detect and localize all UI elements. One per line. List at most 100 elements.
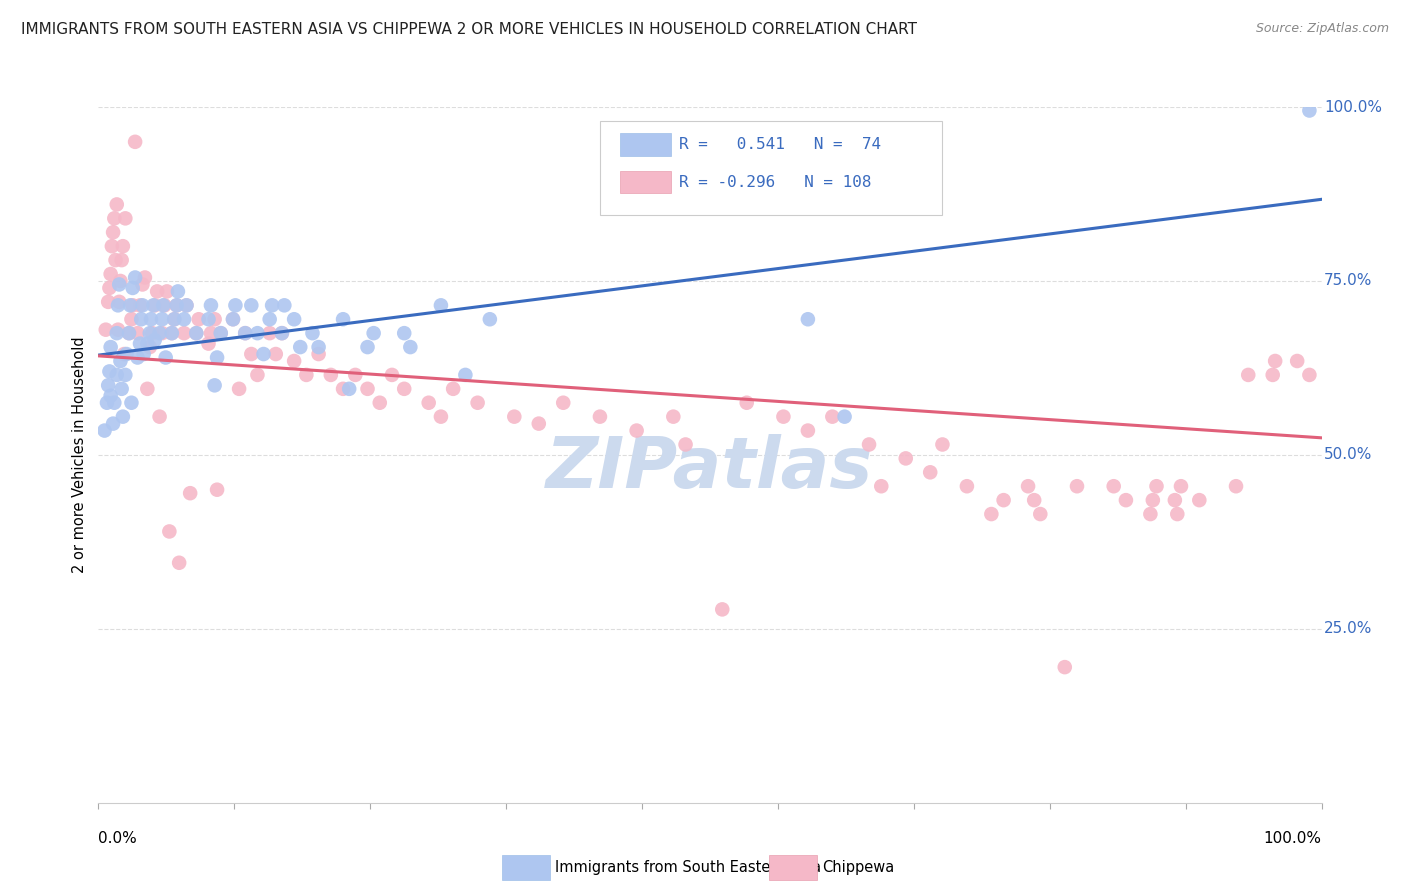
- FancyBboxPatch shape: [600, 121, 942, 215]
- Point: [156, 285, 179, 299]
- Point: [931, 437, 953, 451]
- Point: [93, 424, 115, 438]
- Point: [100, 389, 122, 403]
- Point: [1066, 479, 1088, 493]
- Point: [111, 253, 134, 268]
- FancyBboxPatch shape: [620, 134, 671, 156]
- Point: [107, 298, 129, 312]
- Point: [136, 382, 159, 396]
- Point: [152, 298, 174, 312]
- Point: [368, 396, 391, 410]
- Point: [120, 298, 142, 312]
- Point: [1024, 493, 1046, 508]
- Point: [233, 326, 256, 340]
- Point: [105, 368, 128, 382]
- Point: [956, 479, 979, 493]
- Point: [240, 298, 263, 312]
- Point: [1102, 479, 1125, 493]
- Point: [157, 524, 180, 539]
- Point: [139, 312, 162, 326]
- Point: [270, 326, 294, 340]
- Point: [308, 340, 330, 354]
- Point: [1188, 493, 1211, 508]
- Point: [430, 409, 453, 424]
- Point: [205, 483, 228, 497]
- Point: [124, 135, 146, 149]
- Point: [121, 281, 143, 295]
- Point: [132, 347, 155, 361]
- Point: [108, 277, 131, 292]
- Point: [173, 326, 195, 340]
- Point: [163, 312, 186, 326]
- Point: [1146, 479, 1168, 493]
- Point: [920, 466, 942, 480]
- Point: [332, 382, 354, 396]
- Point: [134, 270, 156, 285]
- Point: [283, 312, 305, 326]
- Point: [980, 507, 1002, 521]
- Point: [1053, 660, 1076, 674]
- Point: [118, 326, 141, 340]
- Point: [167, 556, 190, 570]
- Point: [197, 312, 219, 326]
- Point: [337, 382, 360, 396]
- Point: [381, 368, 404, 382]
- Point: [1298, 103, 1320, 118]
- Point: [108, 294, 131, 309]
- Point: [259, 312, 281, 326]
- Point: [131, 298, 153, 312]
- Point: [259, 326, 281, 340]
- Point: [129, 336, 152, 351]
- Point: [131, 277, 153, 292]
- Point: [222, 312, 245, 326]
- Point: [204, 378, 226, 392]
- Point: [143, 298, 166, 312]
- Point: [197, 336, 219, 351]
- Point: [124, 270, 146, 285]
- Point: [356, 340, 378, 354]
- Point: [1029, 507, 1052, 521]
- Point: [96, 396, 118, 410]
- Point: [430, 298, 453, 312]
- Text: 75.0%: 75.0%: [1324, 274, 1372, 288]
- Point: [107, 323, 129, 337]
- Point: [114, 211, 136, 226]
- Point: [675, 437, 697, 451]
- Point: [142, 298, 165, 312]
- Point: [1225, 479, 1247, 493]
- FancyBboxPatch shape: [620, 171, 671, 194]
- Point: [179, 486, 201, 500]
- Text: 0.0%: 0.0%: [98, 830, 138, 846]
- Point: [418, 396, 440, 410]
- Point: [209, 326, 232, 340]
- Point: [120, 396, 142, 410]
- Point: [163, 312, 186, 326]
- Point: [1142, 493, 1164, 508]
- Point: [200, 326, 222, 340]
- Point: [290, 340, 312, 354]
- Point: [240, 347, 263, 361]
- Point: [186, 326, 208, 340]
- Point: [262, 298, 284, 312]
- Point: [160, 326, 183, 340]
- Point: [441, 382, 464, 396]
- Point: [186, 326, 208, 340]
- Point: [150, 326, 173, 340]
- Point: [120, 312, 142, 326]
- Point: [246, 368, 269, 382]
- Point: [100, 267, 122, 281]
- Point: [111, 239, 134, 253]
- Point: [141, 326, 163, 340]
- Point: [1017, 479, 1039, 493]
- Point: [143, 333, 166, 347]
- Point: [98, 281, 121, 295]
- Point: [1139, 507, 1161, 521]
- Point: [139, 326, 162, 340]
- Point: [454, 368, 477, 382]
- Point: [101, 417, 124, 431]
- Point: [834, 409, 856, 424]
- Point: [129, 298, 152, 312]
- Point: [283, 354, 305, 368]
- Text: 25.0%: 25.0%: [1324, 622, 1372, 636]
- Point: [98, 364, 121, 378]
